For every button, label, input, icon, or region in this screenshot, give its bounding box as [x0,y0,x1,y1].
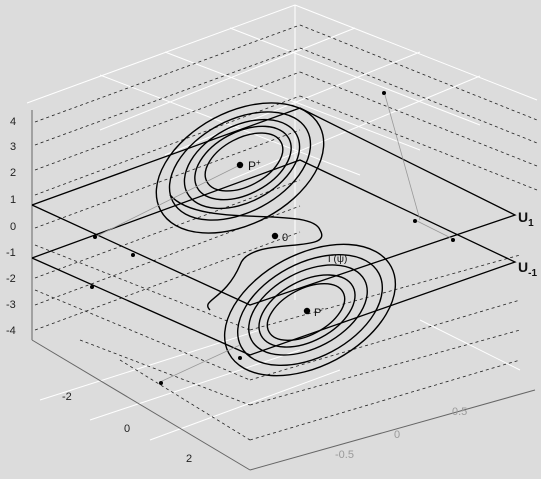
z-tick: -4 [6,325,16,337]
marker-point [93,235,97,239]
points [90,91,455,385]
origin-label: 0 [282,232,288,244]
axes-box [31,110,536,471]
marker-point [451,238,455,242]
lower-contours [223,243,397,377]
origin-point [271,232,279,240]
marker-point [238,356,242,360]
z-tick: 3 [10,141,16,153]
x-tick: 0 [124,423,130,435]
z-tick: -3 [6,299,16,311]
trajectory-lines [94,94,456,383]
y-tick: 0 [394,429,400,441]
plane-u-1-label: U-1 [518,259,537,279]
x-tick: -2 [62,391,72,403]
z-tick: -1 [6,247,16,259]
p-plus-label: P+ [248,158,261,173]
marker-point [382,91,386,95]
z-tick: -2 [6,273,16,285]
marker-point [413,219,417,223]
marker-point [159,381,163,385]
plane-u-1 [31,159,517,356]
p-minus-label: P- [314,304,324,319]
connecting-curve [169,194,323,311]
z-tick: 0 [10,221,16,233]
p-plus-point [236,161,244,169]
y-axis-ticks: 0.5 0 -0.5 [335,406,467,461]
y-tick: 0.5 [452,406,467,418]
z-tick: 1 [10,194,16,206]
plane-u1 [31,107,517,306]
z-axis-ticks: 4 3 2 1 0 -1 -2 -3 -4 [6,116,16,337]
marker-point [131,253,135,257]
z-tick: 2 [10,167,16,179]
y-tick: -0.5 [335,449,354,461]
x-tick: 2 [186,453,192,465]
p-minus-point [303,307,311,315]
plane-u1-label: U1 [518,209,534,229]
back-grid [26,4,538,441]
curve-label: Γ(ψ) [328,254,347,265]
marker-point [90,285,94,289]
z-tick: 4 [10,116,16,128]
dashed-grid [34,24,538,441]
x-axis-ticks: -2 0 2 [62,391,192,465]
plot-background [3,5,537,477]
